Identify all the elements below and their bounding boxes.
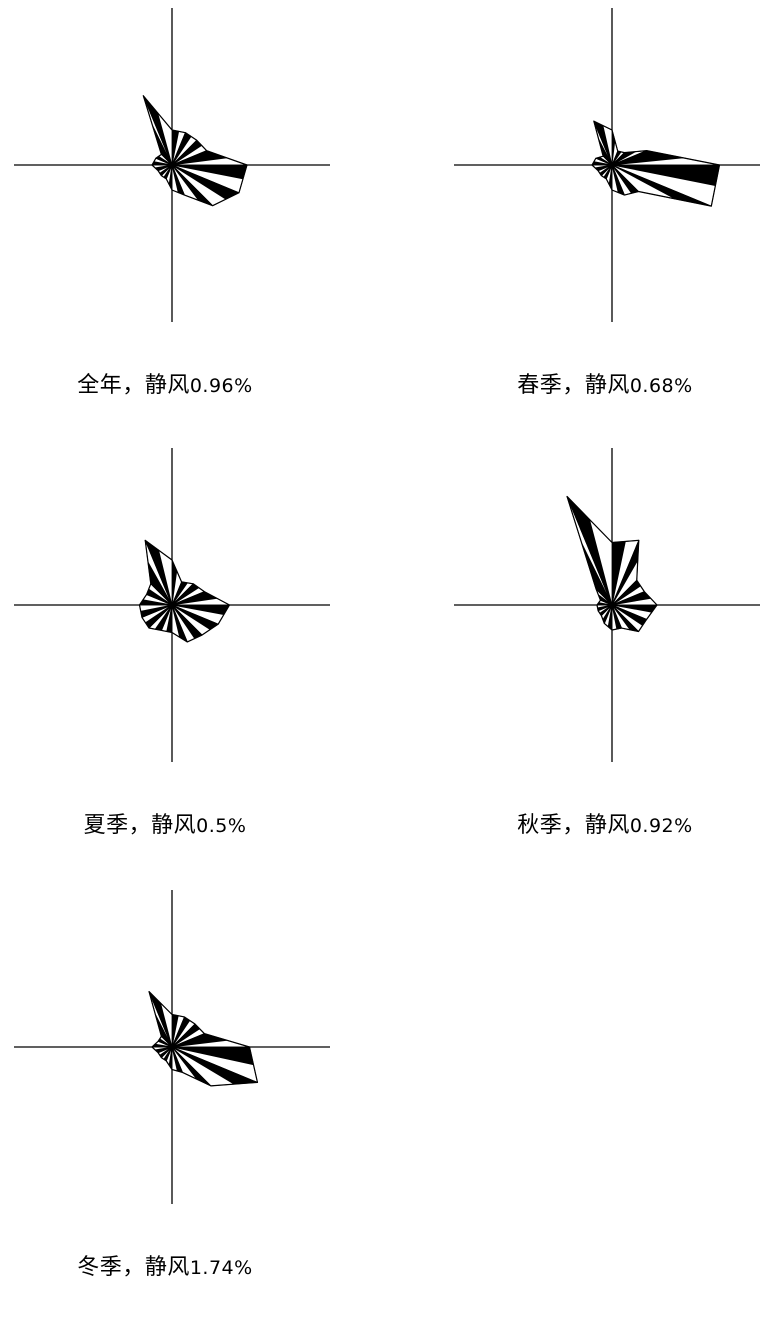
rose-outline xyxy=(591,120,721,207)
season-label: 春季 xyxy=(517,373,563,398)
calm-value: 0.68% xyxy=(629,375,693,397)
wind-rose-panel-autumn: 秋季，静风0.92% xyxy=(440,440,760,880)
caption-annual: 全年，静风0.96% xyxy=(0,367,330,399)
separator: ， xyxy=(122,373,145,398)
wind-rose-spring xyxy=(454,8,760,322)
calm-label: 静风 xyxy=(151,813,197,838)
rose-outline xyxy=(148,990,259,1087)
rose-outline xyxy=(138,539,231,643)
separator: ， xyxy=(122,1255,145,1280)
separator: ， xyxy=(128,813,152,838)
rose-outline xyxy=(566,495,658,633)
wind-rose-summer xyxy=(14,448,330,762)
calm-value: 0.92% xyxy=(629,815,693,837)
season-label: 冬季 xyxy=(77,1255,123,1280)
calm-label: 静风 xyxy=(144,1255,190,1280)
caption-winter: 冬季，静风1.74% xyxy=(0,1249,330,1281)
wind-rose-autumn xyxy=(454,448,760,762)
caption-autumn: 秋季，静风0.92% xyxy=(440,807,760,839)
calm-label: 静风 xyxy=(144,373,190,398)
wind-rose-panel-annual: 全年，静风0.96% xyxy=(0,0,380,440)
rose-outline xyxy=(142,95,248,207)
calm-value: 1.74% xyxy=(189,1257,253,1279)
calm-value: 0.5% xyxy=(196,815,247,837)
separator: ， xyxy=(562,373,585,398)
season-label: 秋季 xyxy=(517,813,563,838)
wind-rose-panel-spring: 春季，静风0.68% xyxy=(440,0,760,440)
caption-spring: 春季，静风0.68% xyxy=(440,367,760,399)
wind-rose-annual xyxy=(14,8,330,322)
calm-label: 静风 xyxy=(584,813,630,838)
caption-summer: 夏季，静风0.5% xyxy=(0,807,330,839)
separator: ， xyxy=(562,813,585,838)
wind-rose-panel-summer: 夏季，静风0.5% xyxy=(0,440,380,880)
season-label: 全年 xyxy=(77,373,123,398)
wind-rose-winter xyxy=(14,890,330,1204)
season-label: 夏季 xyxy=(83,813,129,838)
wind-rose-panel-winter: 冬季，静风1.74% xyxy=(0,882,380,1322)
calm-value: 0.96% xyxy=(189,375,253,397)
calm-label: 静风 xyxy=(584,373,630,398)
